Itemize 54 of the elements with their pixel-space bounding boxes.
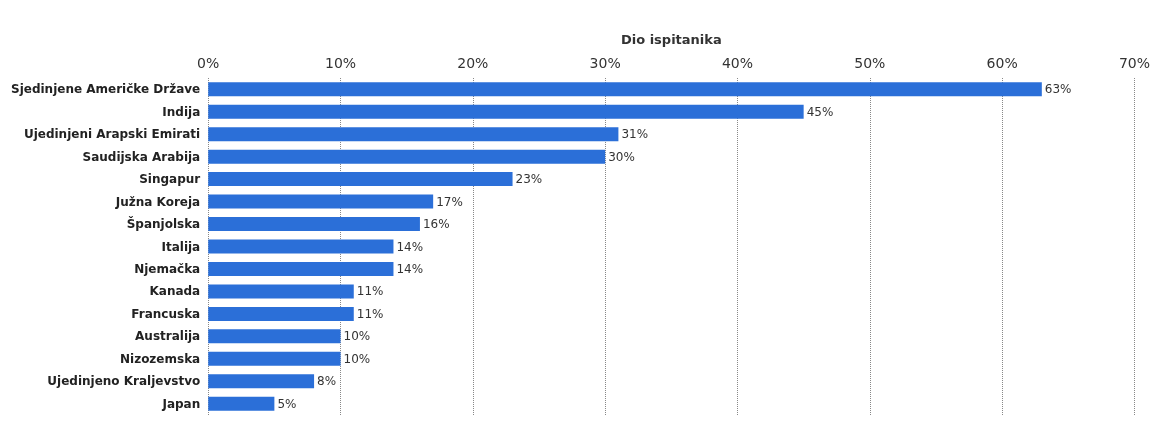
bar <box>208 82 1042 97</box>
y-tick-label: Australija <box>135 329 201 344</box>
x-tick-label: 40% <box>721 55 754 71</box>
y-tick-label: Francuska <box>131 306 201 321</box>
data-label: 5% <box>277 396 297 411</box>
x-tick-label: 30% <box>589 55 621 71</box>
x-tick-label: 60% <box>986 55 1018 71</box>
data-label: 23% <box>515 172 543 187</box>
x-tick-label: 70% <box>1118 55 1150 71</box>
data-label: 16% <box>422 217 450 232</box>
data-label: 63% <box>1044 82 1072 97</box>
data-label: 14% <box>396 261 424 276</box>
data-label: 17% <box>436 194 463 209</box>
bar <box>208 351 341 366</box>
y-tick-label: Indija <box>162 104 201 119</box>
bar <box>208 306 354 321</box>
data-label: 45% <box>806 104 834 119</box>
bar <box>208 194 434 209</box>
bar <box>208 104 804 119</box>
data-label: 8% <box>317 374 337 389</box>
bar <box>208 284 354 299</box>
y-tick-label: Ujedinjeni Arapski Emirati <box>23 127 201 142</box>
y-tick-label: Italija <box>161 239 201 254</box>
bar <box>208 374 315 389</box>
bar <box>208 127 619 142</box>
bar <box>208 261 394 276</box>
data-label: 11% <box>356 306 384 321</box>
data-label: 10% <box>343 351 371 366</box>
y-tick-label: Saudijska Arabija <box>82 149 201 164</box>
data-label: 30% <box>608 149 635 164</box>
y-tick-label: Japan <box>161 396 201 411</box>
bar <box>208 172 513 187</box>
y-tick-label: Singapur <box>139 172 201 187</box>
bar <box>208 329 341 344</box>
y-tick-label: Ujedinjeno Kraljevstvo <box>47 374 201 389</box>
bar <box>208 149 606 164</box>
x-tick-label: 50% <box>854 55 886 71</box>
x-tick-label: 20% <box>457 55 489 71</box>
y-tick-label: Njemačka <box>134 261 201 276</box>
y-tick-label: Južna Koreja <box>114 194 201 209</box>
data-label: 14% <box>396 239 424 254</box>
x-tick-label: 0% <box>197 55 220 71</box>
bar <box>208 239 394 254</box>
y-tick-label: Sjedinjene Američke Države <box>10 82 201 97</box>
data-label: 10% <box>343 329 371 344</box>
x-axis-title: Dio ispitanika <box>620 32 722 47</box>
bar <box>208 217 420 232</box>
y-tick-label: Nizozemska <box>119 351 201 366</box>
y-tick-label: Kanada <box>149 284 201 299</box>
x-tick-label: 10% <box>324 55 357 71</box>
data-label: 11% <box>356 284 384 299</box>
data-label: 31% <box>621 127 649 142</box>
y-tick-label: Španjolska <box>126 216 201 232</box>
bar <box>208 396 275 411</box>
